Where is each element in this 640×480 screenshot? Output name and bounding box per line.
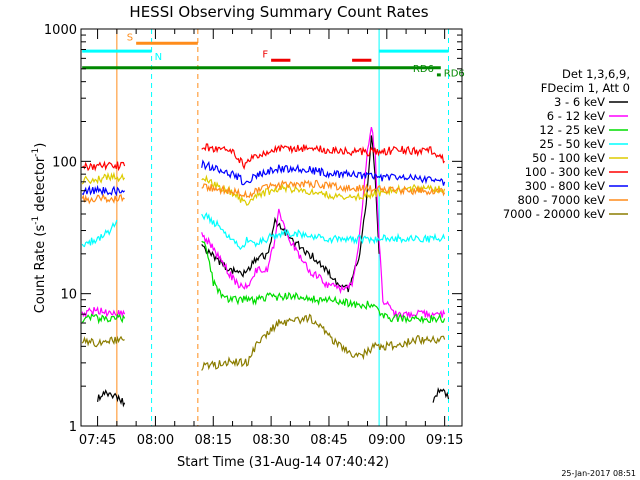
x-axis: 07:45 08:00 08:15 08:30 08:45 09:00 09:15 [79,29,463,448]
legend-entry-800-7000-kev: 800 - 7000 keV [517,193,628,207]
legend-label: 7000 - 20000 keV [503,207,605,221]
legend-entry-3-6-kev: 3 - 6 keV [554,95,628,109]
flag-bar-f-3: F [262,49,291,62]
series-25-50-kev [81,212,446,251]
y-tick-label: 10 [60,288,77,303]
series-800-7000-kev-segment-1 [81,193,125,205]
flag-label: N [155,52,162,63]
legend-label: 50 - 100 keV [532,151,605,165]
x-tick-label: 09:00 [368,433,405,448]
flag-label: RD6 [444,69,465,80]
series-12-25-kev-segment-1 [81,313,126,325]
y-axis: 1 10 100 1000 [44,23,462,435]
x-tick-label: 08:30 [252,433,289,448]
x-tick-label: 09:15 [426,433,463,448]
x-axis-label: Start Time (31-Aug-14 07:40:42) [177,455,389,470]
series-800-7000-kev [81,179,446,205]
flag-bar-n-2: N [82,49,162,63]
flag-bar-rd6-6: RD6 [82,66,465,80]
series-12-25-kev [81,240,446,325]
y-tick-label: 1 [69,420,77,435]
series-7000-20000-kev-segment-2 [201,313,446,371]
series-12-25-kev-segment-2 [201,240,446,325]
flag-label: F [262,49,268,60]
series-300-800-kev-segment-1 [81,184,126,197]
legend-entry-25-50-kev: 25 - 50 keV [539,137,628,151]
legend-entry-300-800-kev: 300 - 800 keV [525,179,628,193]
legend-label: 12 - 25 keV [539,123,605,137]
series-7000-20000-kev [81,313,446,371]
series-3-6-kev-segment-2 [201,135,380,293]
series-100-300-kev-segment-2 [201,143,446,171]
footer-timestamp: 25-Jan-2017 08:51 [561,469,636,478]
flag-bar-rd6-7: RD6 [413,64,441,77]
y-tick-label: 100 [52,155,77,170]
legend-label: 100 - 300 keV [525,165,605,179]
series-100-300-kev-segment-1 [81,160,126,172]
series-3-6-kev-segment-1 [97,388,126,408]
chart-title: HESSI Observing Summary Count Rates [129,3,428,21]
flag-bar-s-1: S [127,32,198,45]
series-300-800-kev-segment-2 [201,159,446,186]
legend-label: 300 - 800 keV [525,179,605,193]
series-3-6-kev-segment-3 [432,387,450,403]
x-tick-label: 07:45 [79,433,116,448]
legend-entry-12-25-kev: 12 - 25 keV [539,123,628,137]
series-layer [81,126,450,408]
x-tick-label: 08:15 [195,433,232,448]
mode-change-lines [116,29,450,426]
legend-entry-100-300-kev: 100 - 300 keV [525,165,628,179]
legend-entry-6-12-kev: 6 - 12 keV [547,109,628,123]
series-25-50-kev-segment-2 [201,212,446,251]
series-800-7000-kev-segment-2 [201,179,446,199]
series-6-12-kev-segment-2 [201,126,446,320]
series-100-300-kev [81,143,446,172]
legend-label: 800 - 7000 keV [517,193,605,207]
x-tick-label: 08:00 [137,433,174,448]
flag-bars-layer: S N F RD6 RD6 [82,32,465,80]
series-50-100-kev-segment-1 [81,171,126,185]
series-25-50-kev-segment-1 [81,219,118,248]
legend-header-line-2: FDecim 1, Att 0 [541,81,630,95]
legend-entry-50-100-kev: 50 - 100 keV [532,151,628,165]
flag-label: S [127,32,133,43]
legend-label: 3 - 6 keV [554,95,605,109]
series-300-800-kev [81,159,446,197]
y-tick-label: 1000 [44,23,77,38]
legend-entry-7000-20000-kev: 7000 - 20000 keV [503,207,628,221]
legend-header-line-1: Det 1,3,6,9, [562,67,630,81]
series-7000-20000-kev-segment-1 [81,335,125,348]
flag-label: RD6 [413,64,434,75]
y-axis-label: Count Rate (s-1 detector-1) [31,143,48,314]
legend-label: 25 - 50 keV [539,137,605,151]
legend-label: 6 - 12 keV [547,109,605,123]
series-3-6-kev [97,135,450,408]
x-tick-label: 08:45 [310,433,347,448]
